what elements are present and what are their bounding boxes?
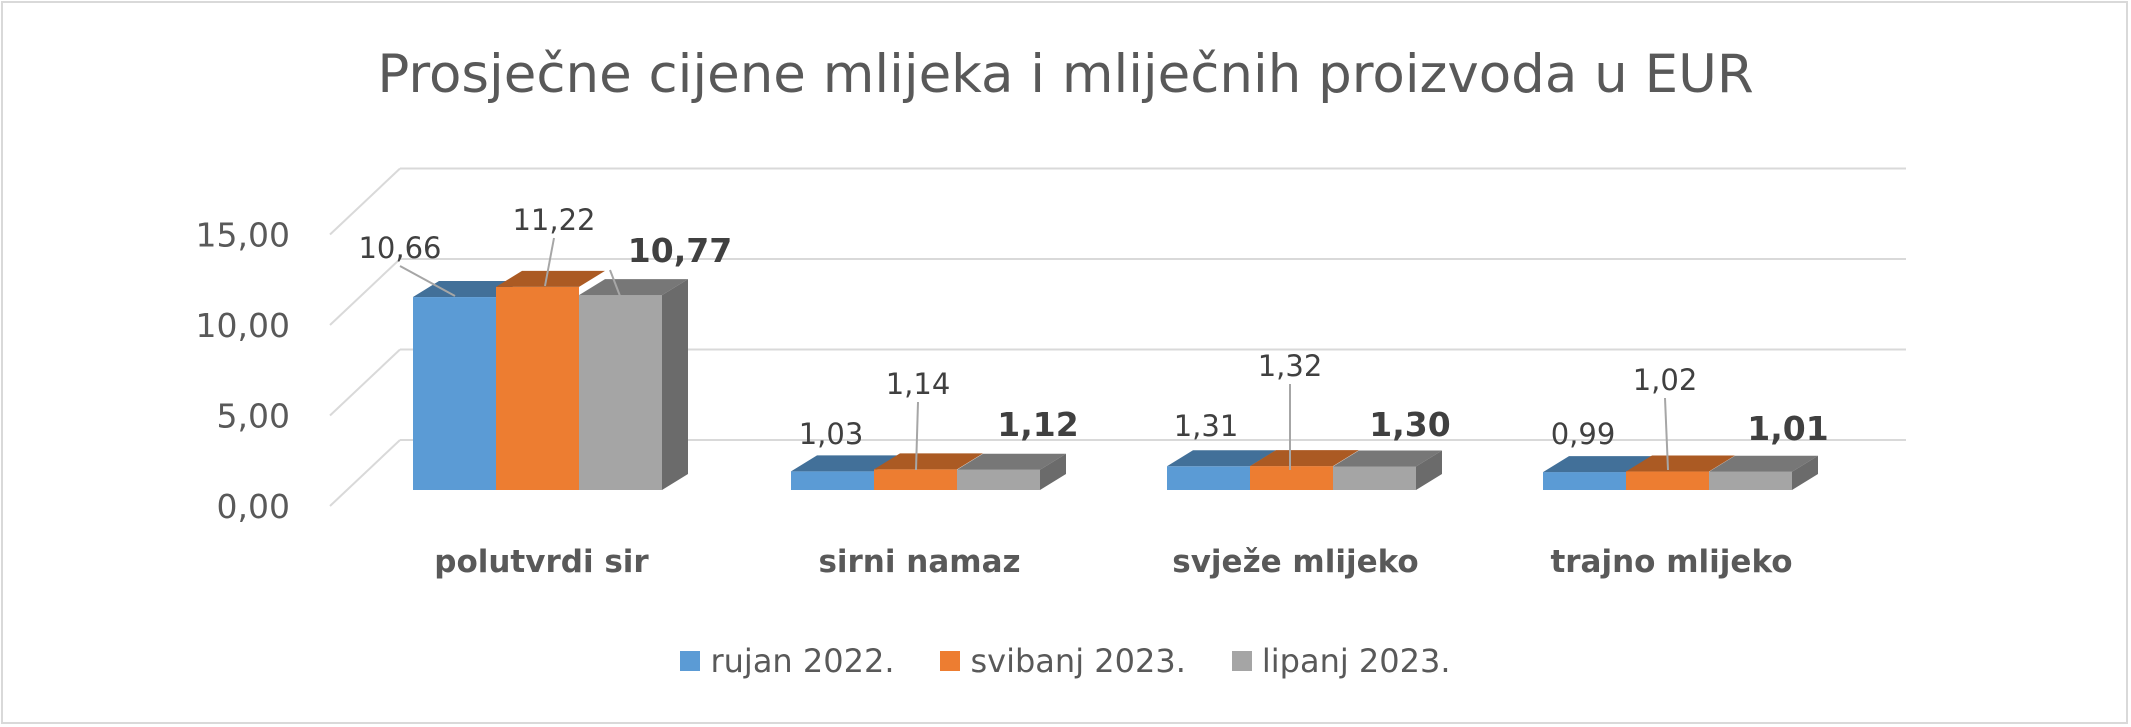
legend-swatch (680, 651, 701, 671)
data-label: 1,31 (1174, 409, 1239, 443)
bar-top (1709, 455, 1818, 472)
bar-side (1416, 450, 1442, 490)
category-label: svježe mlijeko (1172, 544, 1418, 580)
y-tick-label: 10,00 (196, 306, 290, 345)
bar-top (957, 453, 1066, 470)
bar-side (1792, 455, 1818, 490)
bar (1250, 466, 1333, 490)
data-label: 0,99 (1551, 417, 1616, 451)
bar-side (1040, 453, 1066, 490)
leader-line (544, 237, 555, 287)
bar-side (662, 279, 688, 490)
bar-top (413, 281, 522, 298)
bar (1167, 466, 1250, 490)
data-label: 1,32 (1258, 349, 1323, 383)
y-tick-label: 5,00 (217, 397, 290, 436)
gridline-diagonal (329, 348, 401, 417)
legend-item: rujan 2022. (680, 642, 894, 680)
bar (1626, 471, 1709, 490)
bar (1709, 471, 1792, 490)
bar-top (1250, 450, 1359, 467)
data-label: 10,77 (628, 231, 732, 270)
category-label: sirni namaz (818, 544, 1020, 580)
bar (791, 471, 874, 490)
category-label: trajno mlijeko (1550, 544, 1792, 580)
gridline-diagonal (329, 258, 401, 326)
y-tick-label: 0,00 (217, 487, 290, 526)
gridline-diagonal (329, 439, 401, 507)
leader-line (609, 269, 621, 297)
leader-line (915, 401, 919, 471)
bar-top (791, 455, 900, 472)
bar (874, 469, 957, 490)
gridline-diagonal (329, 167, 401, 236)
bar (413, 297, 496, 490)
bar-top (1626, 455, 1735, 472)
legend-swatch (940, 651, 961, 671)
data-label: 11,22 (512, 203, 595, 237)
leader-line (1664, 397, 1669, 471)
bar-top (1333, 450, 1442, 467)
data-label: 1,14 (886, 367, 951, 401)
bar (1333, 466, 1416, 490)
bar-top (1167, 450, 1276, 467)
y-tick-label: 15,00 (196, 216, 290, 255)
legend-swatch (1231, 651, 1252, 671)
bar (1543, 472, 1626, 490)
category-label: polutvrdi sir (434, 544, 649, 580)
bar-top (496, 270, 605, 287)
chart-legend: rujan 2022. svibanj 2023. lipanj 2023. (0, 642, 2131, 680)
legend-label: rujan 2022. (710, 642, 895, 680)
bar-top (579, 279, 688, 296)
bar (957, 469, 1040, 490)
leader-line (399, 265, 456, 297)
chart-title: Prosječne cijene mlijeka i mliječnih pro… (377, 44, 1754, 105)
data-label: 1,03 (799, 417, 864, 451)
legend-label: svibanj 2023. (970, 642, 1186, 680)
data-label: 1,01 (1747, 409, 1828, 448)
data-label: 10,66 (358, 231, 441, 265)
data-label: 1,02 (1633, 363, 1698, 397)
data-label: 1,12 (997, 405, 1078, 444)
data-label: 1,30 (1369, 405, 1450, 444)
legend-label: lipanj 2023. (1261, 642, 1451, 680)
bar-top (1543, 456, 1652, 473)
legend-item: svibanj 2023. (940, 642, 1186, 680)
legend-item: lipanj 2023. (1231, 642, 1451, 680)
bar (579, 295, 662, 490)
bar (496, 286, 579, 490)
bar-top (874, 453, 983, 470)
